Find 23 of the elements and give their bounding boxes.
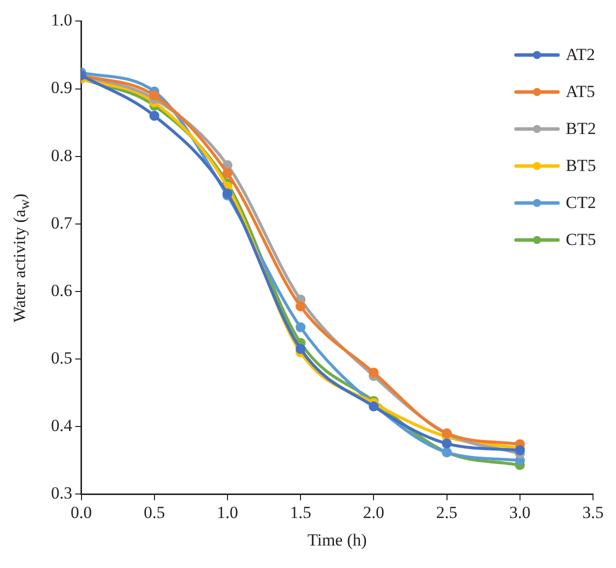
y-tick-label: 0.5 — [51, 348, 72, 368]
y-tick-label: 0.7 — [51, 213, 73, 232]
x-tick-label: 1.5 — [290, 502, 312, 522]
legend-label: CT2 — [566, 192, 596, 212]
y-tick-label: 0.6 — [51, 280, 72, 300]
x-tick-label: 3.5 — [582, 502, 604, 522]
y-tick-label: 0.9 — [51, 78, 72, 98]
x-tick-label: 0.0 — [70, 502, 92, 522]
x-tick-label: 1.0 — [216, 502, 238, 522]
x-axis-title: Time (h) — [307, 530, 367, 550]
y-tick-label: 0.8 — [51, 146, 72, 165]
x-tick-label: 3.0 — [509, 502, 531, 522]
legend-label: AT5 — [566, 82, 596, 102]
y-tick-label: 1.0 — [51, 10, 72, 30]
x-tick-label: 0.5 — [144, 502, 165, 522]
legend-label: BT2 — [566, 118, 596, 138]
legend-label: BT5 — [566, 156, 596, 176]
y-tick-label: 0.4 — [51, 416, 73, 436]
legend-label: CT5 — [566, 230, 596, 250]
x-tick-label: 2.5 — [436, 502, 458, 522]
legend-label: AT2 — [566, 44, 596, 64]
y-tick-label: 0.3 — [51, 484, 72, 503]
x-tick-label: 2.0 — [363, 502, 384, 522]
